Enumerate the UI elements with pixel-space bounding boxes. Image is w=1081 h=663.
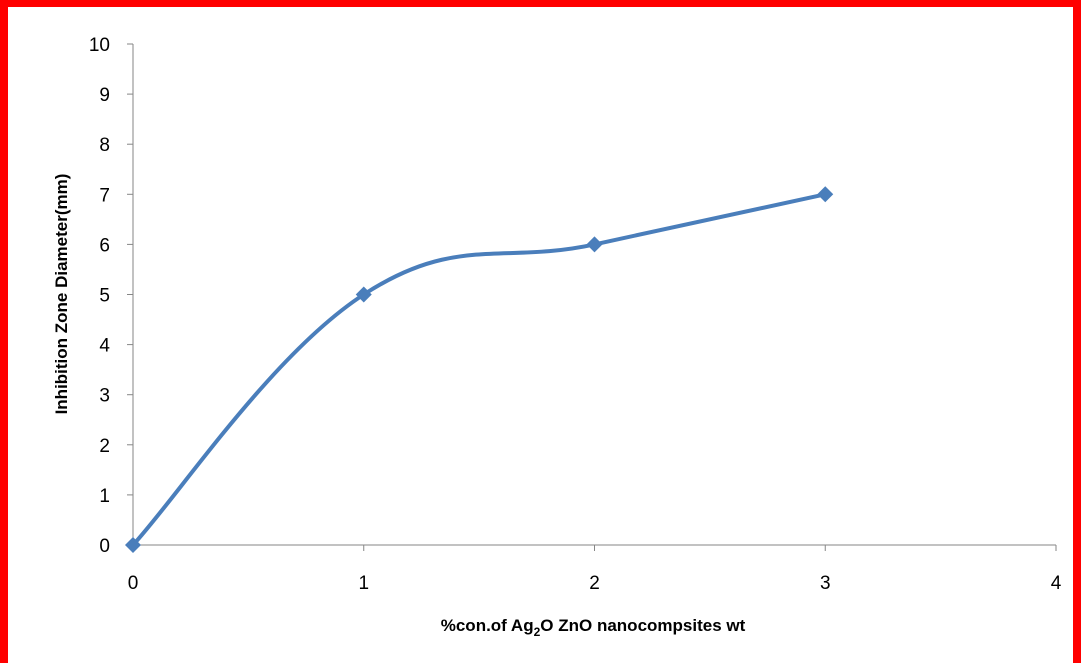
data-point [125,537,141,553]
x-axis-title-prefix: %con.of Ag [441,616,534,635]
y-tick-label: 4 [99,336,110,357]
x-ticks: 0 1 2 3 4 [128,545,1062,594]
data-point [355,286,372,303]
y-tick-label: 3 [99,386,110,407]
y-tick-label: 5 [99,286,110,307]
y-tick-label: 10 [89,35,110,56]
y-tick-label: 7 [99,185,110,206]
data-point [586,236,603,253]
x-tick-label: 2 [589,573,600,594]
x-axis-title-suffix: O ZnO nanocompsites wt [540,616,745,635]
y-tick-label: 8 [99,135,110,156]
x-tick-label: 0 [128,573,139,594]
x-tick-label: 3 [820,573,831,594]
y-tick-label: 2 [99,436,110,457]
y-tick-label: 9 [99,85,110,106]
data-point [817,186,834,203]
x-tick-label: 1 [358,573,369,594]
y-tick-label: 1 [99,486,110,507]
y-axis-title: Inhibition Zone Diameter(mm) [52,174,71,415]
x-axis: 0 1 2 3 4 [128,544,1062,594]
x-tick-label: 4 [1051,573,1062,594]
x-axis-title-subscript: 2 [534,625,541,639]
series [125,186,834,553]
y-ticks: 0 1 2 3 4 5 6 7 8 9 10 [89,35,133,557]
y-tick-label: 6 [99,235,110,256]
series-line [131,192,828,547]
y-tick-label: 0 [99,536,110,557]
y-axis: 0 1 2 3 4 5 6 7 8 9 10 [89,35,134,557]
x-axis-title: %con.of Ag2O ZnO nanocompsites wt [441,616,746,639]
